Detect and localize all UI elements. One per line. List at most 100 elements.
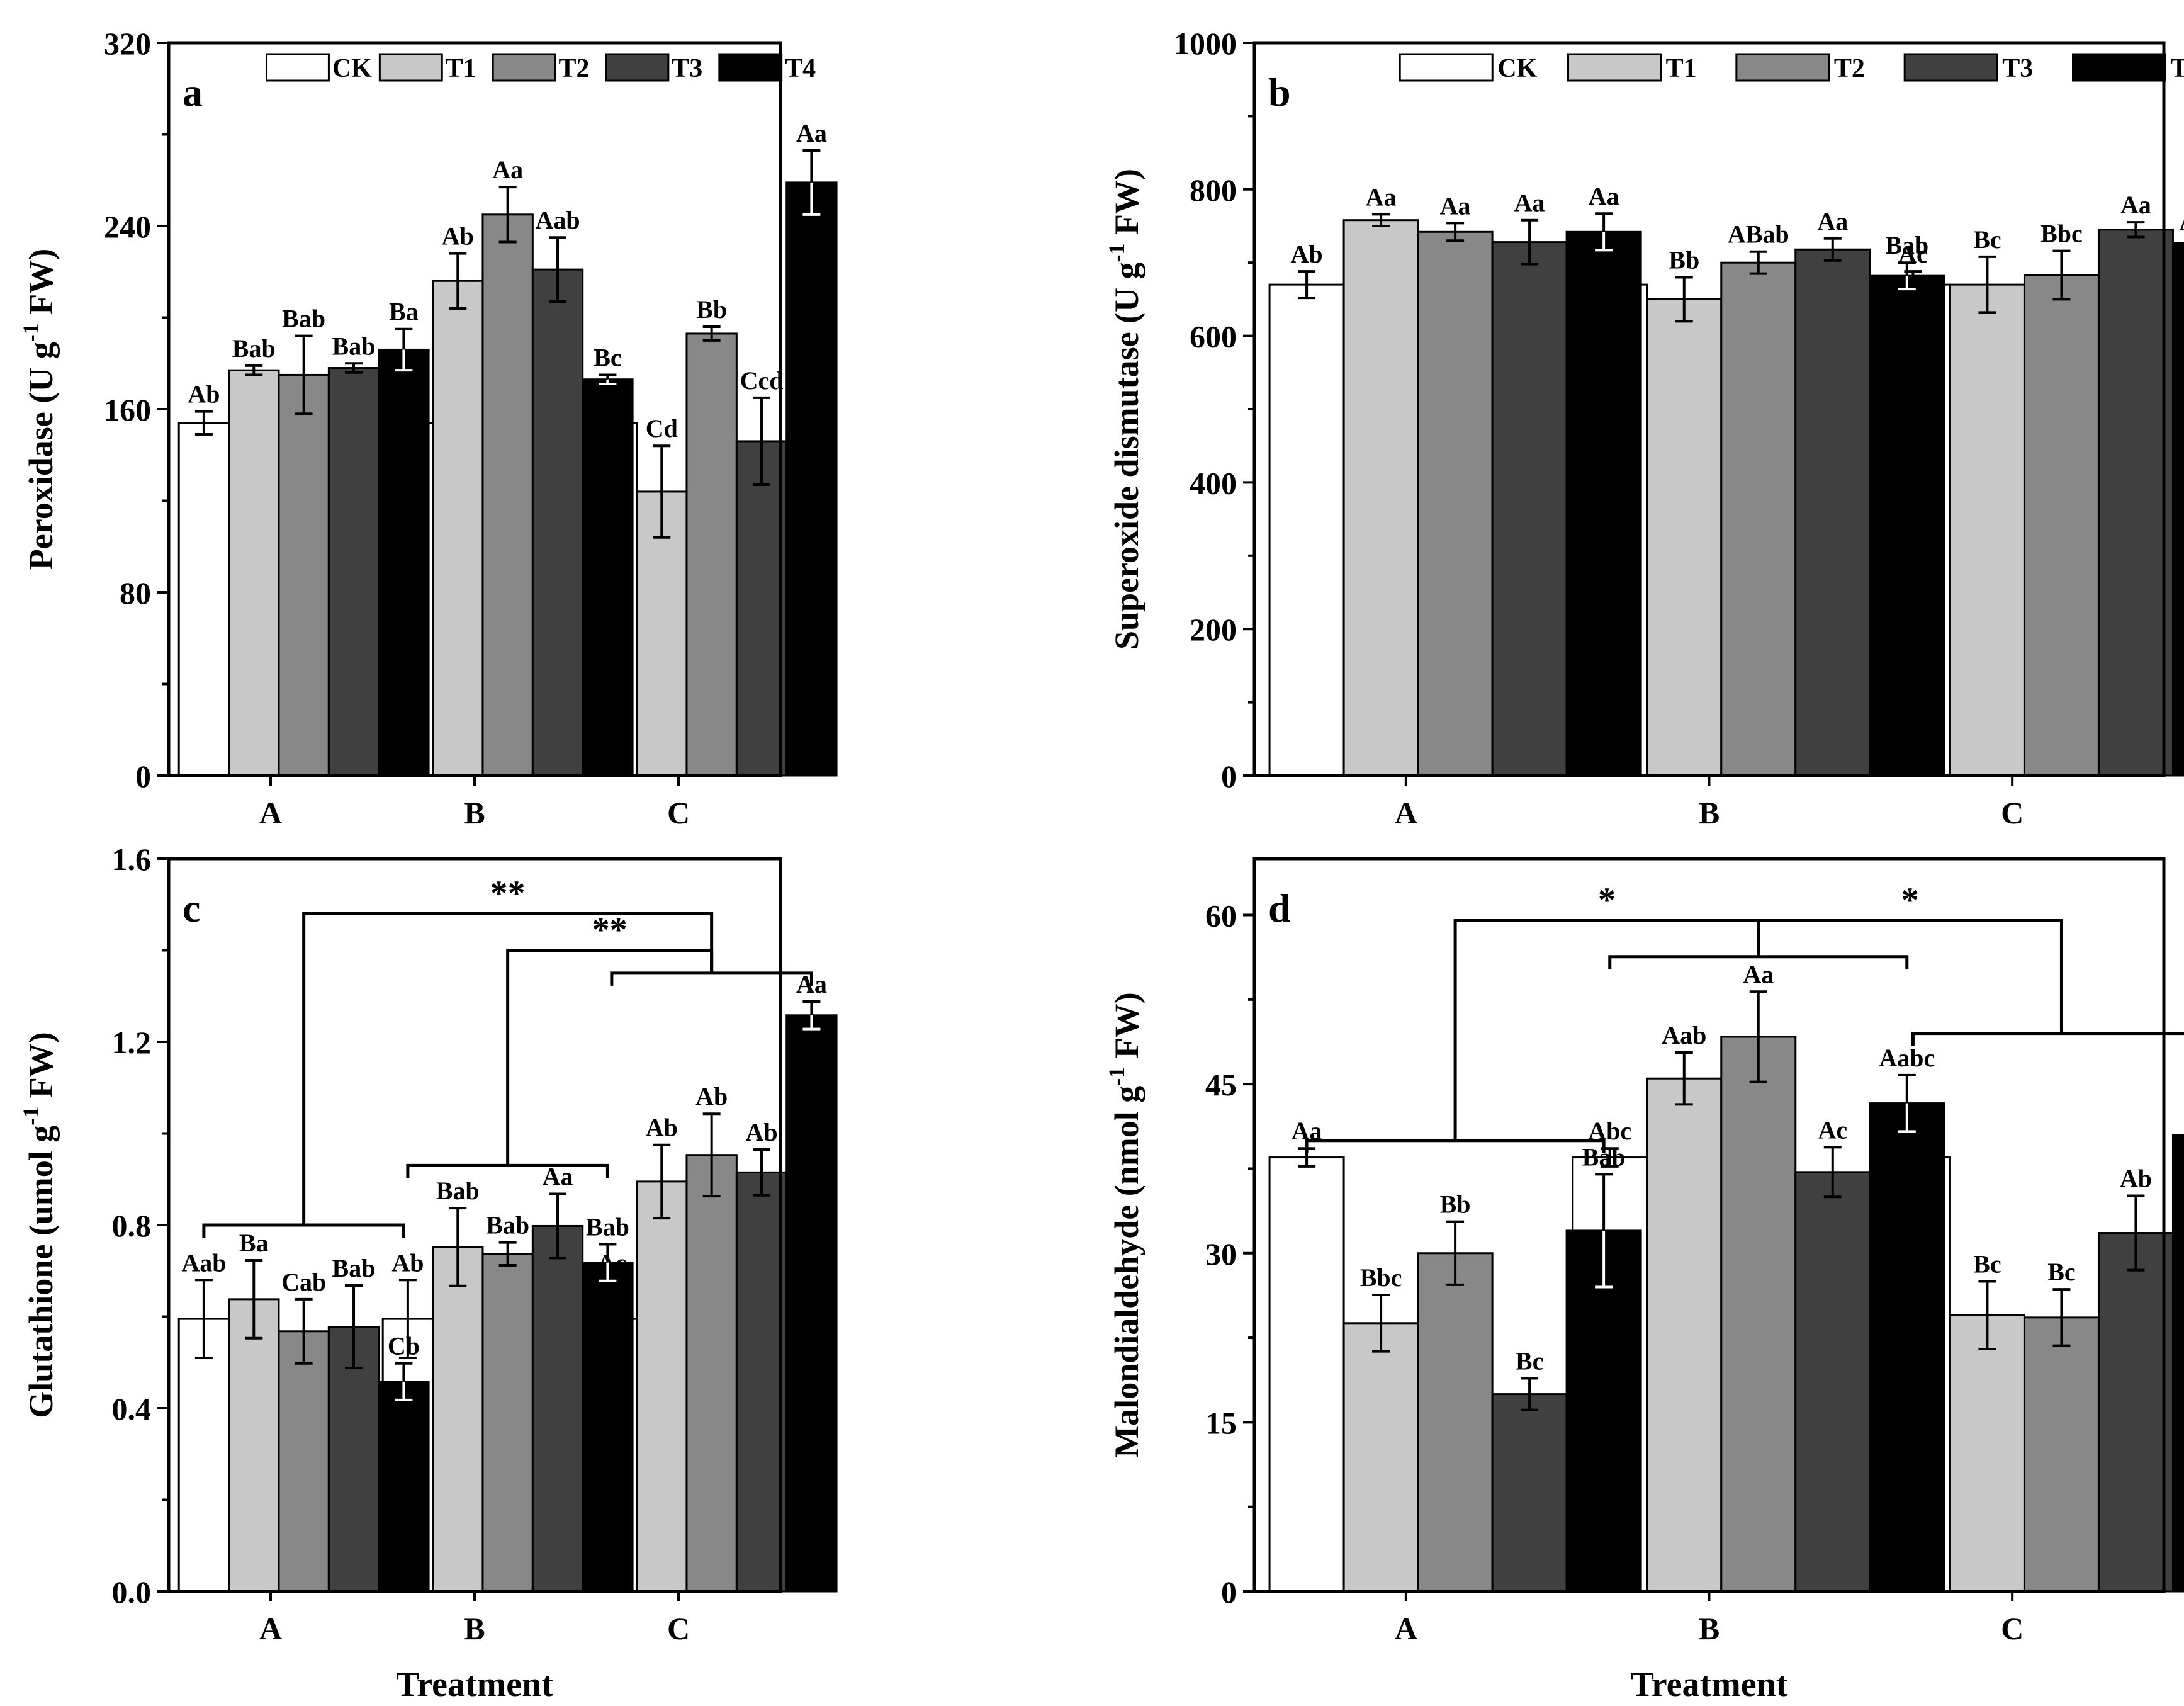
y-axis-label-main: Glutathione (umol g: [22, 1126, 60, 1418]
comparison-star: **: [592, 911, 628, 950]
significance-letter: Bab: [332, 1254, 376, 1282]
significance-letter: Bab: [436, 1177, 480, 1205]
bar: [327, 367, 380, 777]
significance-letter: Aa: [492, 155, 523, 184]
significance-letter: Aab: [181, 1248, 226, 1277]
significance-letter: Ab: [1291, 240, 1323, 268]
bar: [1342, 1322, 1419, 1593]
panel-letter: c: [183, 886, 200, 930]
legend-swatch: [1735, 53, 1830, 82]
plot-frame: [167, 41, 782, 777]
y-axis-label-superscript: -1: [1104, 1067, 1129, 1086]
plot-frame: [167, 857, 782, 1593]
significance-letter: ABab: [2180, 207, 2184, 235]
bar: [228, 1298, 280, 1593]
bar: [378, 1381, 430, 1593]
x-axis-label: Treatment: [1631, 1665, 1788, 1704]
panel-letter: d: [1268, 886, 1291, 930]
x-tick-label: A: [259, 795, 282, 830]
legend-label: T3: [2002, 54, 2033, 83]
y-tick-label: 1000: [1174, 26, 1237, 61]
x-tick-label: B: [1699, 1611, 1720, 1646]
y-axis-label: Malondialdehyde (nmol g-1 FW): [1104, 992, 1145, 1458]
bar: [1268, 1156, 1345, 1593]
significance-letter: Cb: [388, 1332, 420, 1360]
significance-letter: Aabc: [1879, 1044, 1935, 1072]
y-tick-label: 30: [1205, 1236, 1237, 1272]
significance-letter: Ab: [646, 1114, 678, 1142]
legend-swatch: [605, 53, 670, 82]
y-tick-label: 0.4: [112, 1391, 152, 1426]
y-axis-label: Superoxide dismutase (U g-1 FW): [1104, 169, 1145, 650]
significance-letter: Bb: [1669, 246, 1699, 274]
x-axis-label: Treatment: [396, 1665, 553, 1704]
significance-letter: Ab: [391, 1248, 424, 1277]
x-tick-label: C: [667, 795, 690, 830]
legend-swatch: [492, 53, 556, 82]
y-tick-label: 1.6: [112, 842, 152, 877]
significance-letter: Aa: [1514, 189, 1545, 217]
significance-letter: Aa: [1589, 182, 1619, 210]
legend-swatch: [266, 53, 330, 82]
comparison-star: **: [490, 874, 526, 913]
significance-letter: Bab: [282, 305, 325, 333]
bar: [1268, 283, 1345, 777]
bar: [531, 268, 584, 777]
group-bracket: [1911, 1032, 2184, 1046]
bar: [177, 422, 230, 777]
panel-b: b 0 200 400 600 800 1000 Superoxide dismutase (…: [1104, 26, 2184, 830]
legend-label: T4: [2171, 54, 2184, 83]
bar: [481, 213, 534, 777]
bar: [2171, 1134, 2184, 1593]
significance-letter: Bbc: [2040, 220, 2083, 248]
bar: [432, 1246, 484, 1593]
legend-label: CK: [332, 54, 372, 83]
x-tick-label: B: [1699, 795, 1720, 830]
bar: [432, 280, 484, 777]
y-axis-label: Peroxidase (U g-1 FW): [18, 249, 60, 570]
significance-letter: Ac: [1818, 1116, 1847, 1144]
bar: [531, 1224, 584, 1593]
y-tick-label: 0.8: [112, 1208, 152, 1243]
x-tick-label: A: [1395, 795, 1417, 830]
significance-letter: Aa: [1743, 960, 1774, 988]
y-axis-label-superscript: -1: [18, 1107, 43, 1126]
significance-letter: Bc: [1516, 1347, 1543, 1376]
x-tick-label: C: [2001, 1611, 2024, 1646]
significance-letter: Ba: [389, 298, 419, 326]
bar: [735, 440, 788, 777]
significance-letter: Ab: [695, 1082, 728, 1110]
significance-letter: ABab: [1728, 220, 1789, 249]
bar: [2097, 229, 2174, 777]
y-axis-label-main: Peroxidase (U g: [22, 342, 60, 570]
y-tick-label: 400: [1190, 465, 1237, 500]
bar: [1417, 230, 1494, 777]
bar: [1342, 219, 1419, 777]
significance-letter: Cd: [646, 414, 678, 443]
significance-letter: Bab: [586, 1213, 629, 1241]
bar: [685, 332, 738, 777]
bar: [582, 1262, 634, 1593]
significance-letter: Aab: [535, 206, 580, 234]
significance-letter: Aab: [1662, 1021, 1706, 1049]
y-tick-label: 1.2: [112, 1025, 152, 1060]
y-tick-label: 0: [135, 759, 151, 794]
bar: [1720, 1036, 1797, 1593]
legend-label: T2: [558, 54, 589, 83]
bar: [2023, 1316, 2100, 1593]
y-axis-label: Glutathione (umol g-1 FW): [18, 1032, 60, 1418]
panel-letter: b: [1268, 70, 1291, 115]
significance-letter: Ab: [2120, 1164, 2152, 1192]
plot-frame: [1252, 41, 2166, 777]
significance-letter: Bab: [332, 332, 376, 360]
bar: [177, 1318, 230, 1593]
legend-label: T1: [446, 54, 476, 83]
significance-letter: Bb: [696, 295, 727, 324]
significance-letter: Cab: [281, 1268, 326, 1296]
legend-swatch: [718, 53, 783, 82]
x-tick-label: A: [259, 1611, 282, 1646]
bar: [2023, 274, 2100, 777]
x-tick-label: C: [667, 1611, 690, 1646]
y-tick-label: 80: [120, 575, 151, 611]
